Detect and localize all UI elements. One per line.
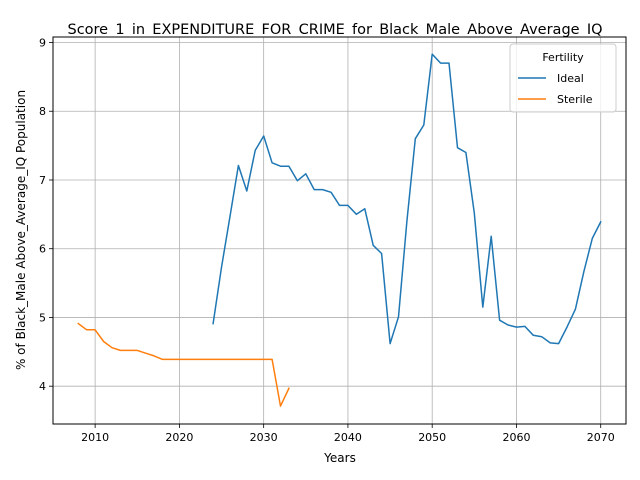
series-line-sterile [77,322,290,407]
x-axis-label: Years [323,451,356,465]
grid [53,37,626,424]
legend-label-ideal: Ideal [557,72,584,85]
y-tick-label: 7 [39,174,46,187]
y-tick-label: 6 [39,243,46,256]
chart-title: Score_1_in_EXPENDITURE_FOR_CRIME_for_Bla… [67,22,602,38]
x-tick-label: 2070 [587,431,615,444]
x-tick-label: 2050 [418,431,446,444]
plot-area-frame [52,36,627,425]
y-axis-ticks: 4 5 6 7 8 9 [39,36,53,393]
series-line-ideal [212,53,602,345]
legend-label-sterile: Sterile [557,93,593,106]
y-tick-label: 9 [39,36,46,49]
x-tick-label: 2010 [81,431,109,444]
series-layer [77,53,602,407]
y-axis-label: % of Black_Male Above_Average_IQ Populat… [14,90,28,370]
y-tick-label: 4 [39,380,46,393]
y-tick-label: 5 [39,311,46,324]
y-tick-label: 8 [39,105,46,118]
legend-title: Fertility [542,51,584,64]
x-axis-ticks: 2010 2020 2030 2040 2050 2060 2070 [81,424,615,444]
x-tick-label: 2040 [334,431,362,444]
legend: Fertility Ideal Sterile [509,43,617,113]
legend-box [509,43,617,113]
x-tick-label: 2060 [502,431,530,444]
x-tick-label: 2030 [250,431,278,444]
x-tick-label: 2020 [165,431,193,444]
